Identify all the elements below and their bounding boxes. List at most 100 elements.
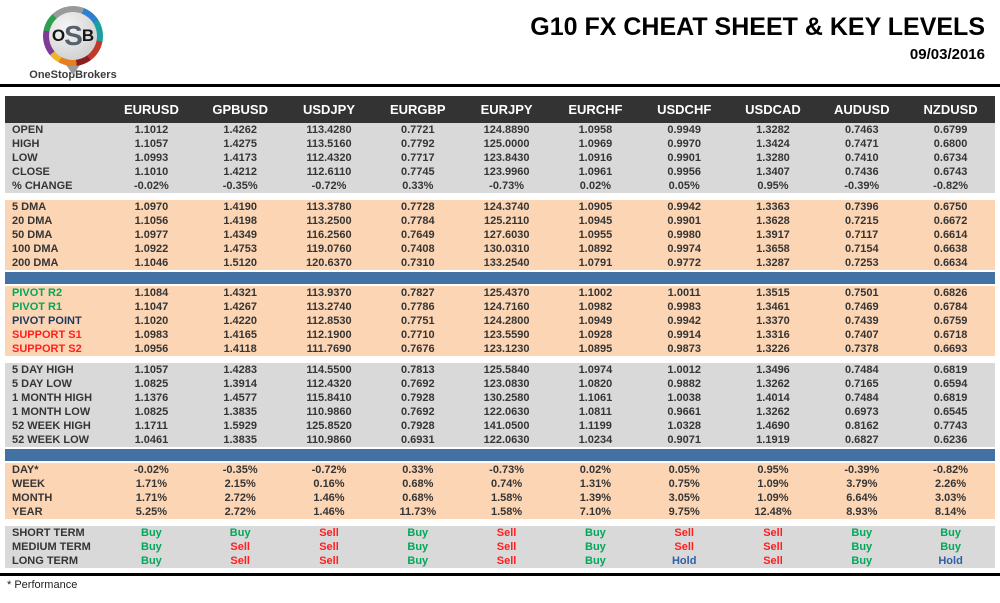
value-cell: 1.0328	[667, 420, 702, 432]
value-cell: -0.73%	[489, 464, 525, 476]
signal-cell: Buy	[940, 527, 961, 539]
value-cell: 0.6973	[844, 406, 879, 418]
table-row-short-term: SHORT TERM Buy Buy Sell Buy Sell Buy Sell Sell Bu…	[5, 526, 995, 540]
value-cell: 7.10%	[579, 506, 611, 518]
value-cell: 1.3287	[756, 257, 790, 269]
value-cell: 124.3740	[483, 201, 530, 213]
value-cell: 123.0830	[483, 378, 530, 390]
value-cell: 1.3280	[756, 152, 790, 164]
value-cell: 0.7439	[844, 315, 879, 327]
row-label: 52 WEEK HIGH	[12, 420, 91, 432]
table-row-close: CLOSE 1.1010 1.4212 112.6110 0.7745 123.9960 1…	[5, 165, 995, 179]
value-cell: 1.1711	[134, 420, 168, 432]
signal-cell: Buy	[141, 527, 162, 539]
signal-cell: Buy	[141, 555, 162, 567]
value-cell: 1.4262	[223, 124, 258, 136]
value-cell: 0.7215	[844, 215, 879, 227]
value-cell: 1.0892	[578, 243, 613, 255]
table-row-5-day-high: 5 DAY HIGH 1.1057 1.4283 114.5500 0.7813 125.…	[5, 363, 995, 377]
value-cell: 1.3370	[756, 315, 790, 327]
value-cell: 1.0820	[578, 378, 613, 390]
value-cell: 1.0811	[578, 406, 612, 418]
row-label: OPEN	[12, 124, 44, 136]
value-cell: 127.6030	[483, 229, 530, 241]
signal-cell: Sell	[496, 555, 517, 567]
value-cell: 1.58%	[490, 506, 523, 518]
value-cell: 113.4280	[306, 124, 352, 136]
value-cell: 0.6614	[933, 229, 968, 241]
value-cell: 125.0000	[483, 138, 530, 150]
value-cell: 112.4320	[306, 152, 352, 164]
logo: O S B OneStopBrokers	[18, 5, 128, 81]
value-cell: 1.3835	[223, 406, 258, 418]
value-cell: 1.3316	[756, 329, 790, 341]
value-cell: 1.71%	[135, 478, 167, 490]
report-date: 09/03/2016	[909, 45, 985, 63]
section-pivots: PIVOT R2 1.1084 1.4321 113.9370 0.7827 125.43…	[5, 286, 995, 356]
signal-cell: Sell	[674, 527, 694, 539]
value-cell: 0.6819	[933, 364, 968, 376]
section-ohlc: OPEN 1.1012 1.4262 113.4280 0.7721 124.8890 1.…	[5, 123, 995, 193]
value-cell: 1.46%	[313, 506, 345, 518]
signal-cell: Buy	[940, 541, 961, 553]
title-block: G10 FX CHEAT SHEET & KEY LEVELS 09/03/20…	[530, 5, 985, 63]
column-header-usdcad: USDCAD	[745, 102, 801, 117]
value-cell: 0.7649	[400, 229, 435, 241]
value-cell: 1.0461	[134, 434, 169, 446]
page-title: G10 FX CHEAT SHEET & KEY LEVELS	[530, 13, 985, 41]
value-cell: 0.7165	[844, 378, 879, 390]
section-gap	[5, 356, 995, 363]
value-cell: 1.0949	[578, 315, 613, 327]
value-cell: 0.9942	[667, 315, 702, 327]
value-cell: 0.6634	[933, 257, 968, 269]
value-cell: 0.7484	[844, 392, 879, 404]
value-cell: 0.9980	[667, 229, 702, 241]
value-cell: 3.03%	[934, 492, 967, 504]
table-row-200-dma: 200 DMA 1.1046 1.5120 120.6370 0.7310 133.254…	[5, 256, 995, 270]
section-gap	[5, 519, 995, 526]
value-cell: 1.1376	[134, 392, 169, 404]
value-cell: 119.0760	[306, 243, 352, 255]
value-cell: 1.1010	[134, 166, 169, 178]
value-cell: 0.7469	[844, 301, 879, 313]
section-dma: 5 DMA 1.0970 1.4190 113.3780 0.7728 124.3740 1…	[5, 200, 995, 270]
value-cell: 1.3262	[756, 378, 790, 390]
value-cell: 0.7728	[400, 201, 435, 213]
value-cell: 0.7813	[400, 364, 435, 376]
value-cell: 1.4275	[223, 138, 258, 150]
value-cell: 116.2560	[306, 229, 352, 241]
value-cell: 1.3262	[756, 406, 790, 418]
value-cell: 1.4349	[223, 229, 258, 241]
value-cell: 0.6750	[933, 201, 968, 213]
signal-cell: Buy	[585, 555, 606, 567]
value-cell: -0.82%	[933, 180, 969, 192]
column-header-audusd: AUDUSD	[833, 102, 890, 117]
value-cell: 0.9071	[667, 434, 702, 446]
column-header-eurgbp: EURGBP	[389, 102, 446, 117]
value-cell: 0.9942	[667, 201, 702, 213]
value-cell: 0.7751	[400, 315, 435, 327]
value-cell: 0.7692	[400, 406, 435, 418]
value-cell: 1.3628	[756, 215, 790, 227]
value-cell: 122.0630	[483, 434, 530, 446]
value-cell: 1.5929	[223, 420, 258, 432]
value-cell: 1.3914	[223, 378, 258, 390]
value-cell: 1.0956	[134, 343, 169, 355]
value-cell: 2.26%	[934, 478, 967, 490]
value-cell: 113.5160	[306, 138, 352, 150]
value-cell: -0.35%	[222, 464, 258, 476]
value-cell: 113.2500	[306, 215, 352, 227]
signal-cell: Sell	[230, 555, 250, 567]
fx-table: EURUSD GPBUSD USDJPY EURGBP EURJPY EURCHF USDC…	[5, 96, 995, 568]
signal-cell: Sell	[319, 527, 339, 539]
footnote: * Performance	[7, 579, 78, 591]
value-cell: -0.72%	[311, 464, 347, 476]
value-cell: 0.6784	[933, 301, 968, 313]
value-cell: 112.1900	[306, 329, 352, 341]
value-cell: 1.4198	[223, 215, 258, 227]
value-cell: 113.3780	[306, 201, 352, 213]
value-cell: 1.0011	[667, 287, 701, 299]
signal-cell: Sell	[319, 555, 339, 567]
value-cell: 1.1057	[134, 138, 169, 150]
